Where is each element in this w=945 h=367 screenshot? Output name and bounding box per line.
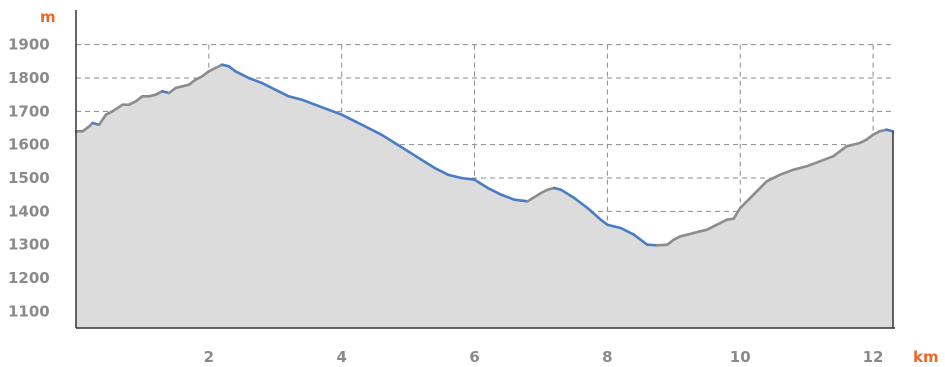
y-tick-label: 1600: [8, 136, 50, 154]
x-tick-label: 12: [863, 348, 884, 366]
y-tick-label: 1300: [8, 236, 50, 254]
elevation-line-segment: [665, 238, 676, 246]
elevation-line-segment: [446, 173, 463, 180]
y-tick-label: 1900: [8, 36, 50, 54]
elevation-line-segment: [752, 180, 769, 196]
elevation-line-segment: [134, 95, 144, 103]
elevation-line-segment: [81, 125, 91, 133]
elevation-line-segment: [765, 173, 782, 183]
y-tick-label: 1100: [8, 302, 50, 320]
elevation-line-segment: [111, 103, 124, 113]
elevation-line-segment: [287, 95, 304, 101]
y-axis-unit-label: m: [40, 8, 56, 26]
elevation-line-segment: [778, 168, 795, 176]
elevation-line-segment: [732, 206, 742, 220]
elevation-line-segment: [200, 70, 211, 78]
elevation-line-segment: [300, 98, 317, 106]
elevation-line-segment: [247, 76, 264, 85]
x-tick-label: 6: [469, 348, 479, 366]
elevation-area-fill: [76, 64, 893, 328]
x-tick-label: 2: [204, 348, 214, 366]
elevation-line-segment: [340, 113, 357, 123]
elevation-line-segment: [227, 65, 237, 73]
x-tick-label: 4: [336, 348, 346, 366]
elevation-line-segment: [838, 145, 848, 153]
elevation-line-segment: [513, 198, 530, 203]
elevation-line-segment: [313, 103, 330, 111]
y-tick-label: 1500: [8, 169, 50, 187]
elevation-line-segment: [433, 166, 450, 176]
elevation-line-segment: [831, 150, 842, 158]
elevation-line-segment: [818, 155, 835, 163]
elevation-line-segment: [572, 196, 589, 210]
elevation-line-segment: [260, 81, 277, 91]
elevation-line-segment: [526, 191, 543, 203]
elevation-line-segment: [97, 113, 108, 126]
elevation-line-segment: [655, 243, 669, 247]
elevation-line-segment: [486, 186, 503, 196]
elevation-line-segment: [606, 223, 623, 230]
elevation-line-segment: [167, 86, 177, 95]
elevation-line-segment: [353, 120, 370, 130]
elevation-line-segment: [499, 193, 516, 201]
elevation-line-segment: [599, 218, 609, 226]
elevation-line-segment: [738, 193, 755, 210]
x-tick-label: 10: [730, 348, 751, 366]
x-axis-unit-label: km: [913, 348, 939, 366]
elevation-line-segment: [559, 188, 576, 200]
elevation-line-segment: [273, 88, 290, 98]
elevation-line-segment: [473, 178, 490, 190]
y-tick-labels: 1100 1200 1300 1400 1500 1600 1700 1800 1900: [8, 36, 50, 321]
elevation-line-segment: [420, 158, 437, 170]
elevation-line-segment: [885, 128, 895, 133]
y-tick-label: 1700: [8, 102, 50, 120]
elevation-line-segment: [865, 133, 875, 141]
elevation-line-segment: [805, 160, 822, 168]
elevation-line-segment: [586, 206, 603, 221]
elevation-line-segment: [645, 243, 659, 247]
elevation-line-segment: [380, 133, 397, 145]
elevation-line-segment: [393, 141, 410, 153]
elevation-line-segment: [619, 226, 636, 236]
y-tick-label: 1200: [8, 269, 50, 287]
elevation-line-segment: [406, 150, 423, 161]
elevation-line-segment: [792, 165, 809, 171]
x-tick-label: 8: [602, 348, 612, 366]
elevation-line-segment: [459, 176, 476, 181]
elevation-line: [74, 63, 895, 247]
y-tick-label: 1400: [8, 202, 50, 220]
x-tick-labels: 2 4 6 8 10 12: [204, 348, 884, 366]
elevation-line-segment: [187, 78, 197, 86]
elevation-line-segment: [366, 126, 383, 136]
elevation-line-segment: [632, 233, 649, 246]
elevation-line-segment: [327, 108, 344, 116]
y-tick-label: 1800: [8, 69, 50, 87]
